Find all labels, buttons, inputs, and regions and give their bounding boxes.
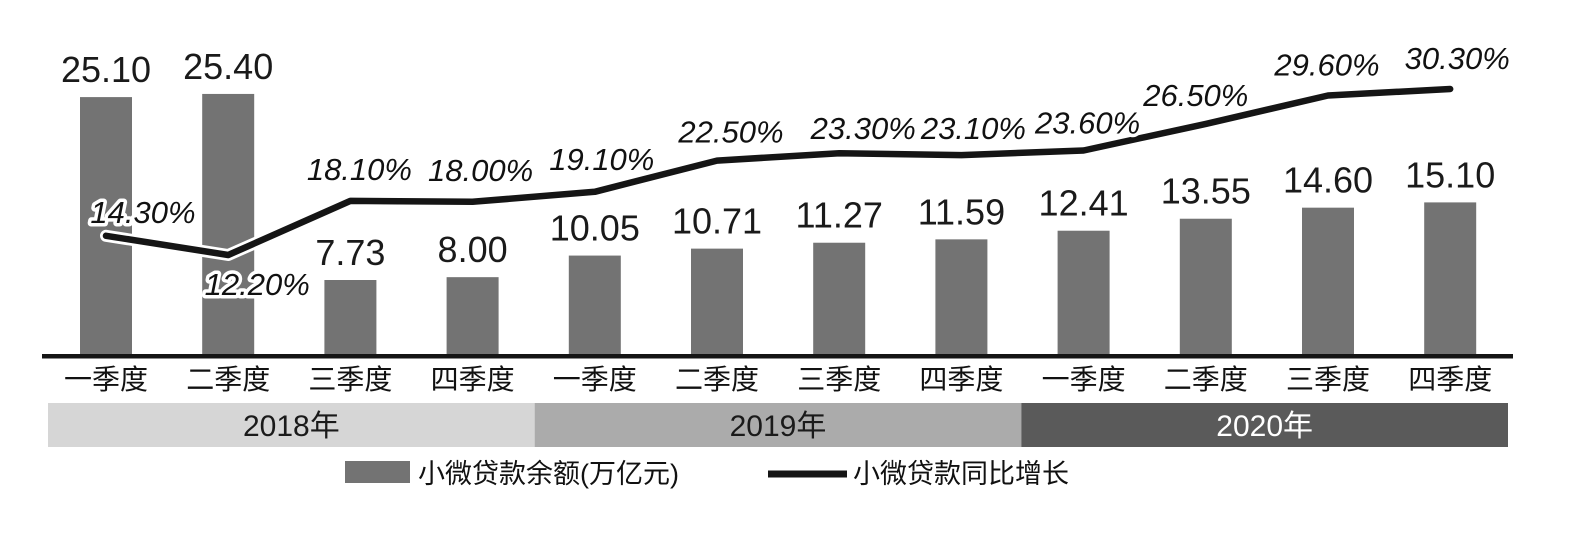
- bar: [324, 280, 377, 355]
- year-band-label: 2019年: [730, 410, 827, 443]
- bar-value-label: 11.59: [918, 191, 1005, 232]
- line-point-label: 23.30%: [810, 111, 916, 146]
- bar-value-label: 11.27: [795, 195, 882, 236]
- line-point-label: 18.10%: [307, 152, 412, 187]
- quarter-label: 四季度: [919, 364, 1003, 395]
- year-band: [534, 403, 1022, 447]
- bar: [80, 97, 132, 356]
- bar-value-label: 10.05: [550, 208, 640, 249]
- line-point-label: 26.50%: [1142, 78, 1248, 113]
- bar-value-label: 7.73: [315, 232, 385, 273]
- bar-value-label: 13.55: [1161, 171, 1251, 212]
- bar: [446, 277, 499, 355]
- bar-value-label: 25.10: [61, 49, 151, 90]
- quarter-labels-group: 一季度 二季度 三季度 四季度 一季度 二季度 三季度 四季度 一季度 二季度 三季度 四季度: [64, 364, 1492, 395]
- year-band-label: 2020年: [1216, 410, 1313, 443]
- bar-value-label: 10.71: [672, 201, 762, 242]
- growth-line-group: [100, 83, 1457, 261]
- line-point-label: 23.10%: [920, 111, 1026, 146]
- legend-bar-label: 小微贷款余额(万亿元): [418, 459, 679, 489]
- quarter-label: 四季度: [1408, 364, 1492, 395]
- legend-line-label: 小微贷款同比增长: [853, 459, 1069, 489]
- line-point-label: 23.60%: [1034, 105, 1140, 140]
- bar: [568, 255, 621, 355]
- bar: [691, 248, 743, 355]
- legend: 小微贷款余额(万亿元) 小微贷款同比增长: [345, 459, 1069, 489]
- bar-value-label: 12.41: [1039, 183, 1129, 224]
- line-point-label: 14.30%: [90, 195, 195, 230]
- x-axis: [42, 354, 1513, 359]
- line-point-label: 29.60%: [1273, 47, 1379, 82]
- line-point-labels-group: 14.30% 12.20% 18.10% 18.00% 19.10% 22.50% 23.3…: [87, 38, 1513, 306]
- quarter-label: 一季度: [553, 364, 637, 395]
- quarter-label: 四季度: [431, 364, 515, 395]
- bar-value-label: 8.00: [438, 229, 508, 270]
- quarter-label: 二季度: [186, 364, 270, 395]
- quarter-label: 二季度: [675, 364, 759, 395]
- line-point-label: 19.10%: [549, 142, 654, 177]
- quarter-label: 一季度: [1042, 364, 1126, 395]
- x-axis-group: [42, 354, 1513, 359]
- bar-value-label: 25.40: [183, 46, 273, 87]
- quarter-label: 三季度: [1286, 364, 1370, 395]
- line-point-label: 30.30%: [1405, 41, 1510, 76]
- year-band: [1021, 403, 1508, 447]
- bar: [202, 93, 255, 356]
- bar-value-label: 14.60: [1283, 160, 1373, 201]
- quarter-label: 三季度: [308, 364, 392, 395]
- bar: [1057, 230, 1110, 355]
- bar: [1302, 207, 1354, 355]
- bar: [1179, 218, 1232, 355]
- line-point-label: 12.20%: [205, 267, 310, 302]
- quarter-label: 二季度: [1164, 364, 1248, 395]
- bar: [813, 242, 866, 355]
- bar: [935, 239, 988, 355]
- growth-line: [102, 85, 1454, 259]
- legend-bar-swatch: [345, 461, 410, 483]
- bars-group: [80, 93, 1477, 356]
- bar-value-labels-group: 25.10 25.40 7.73 8.00 10.05 10.71 11.27 11.59 12…: [61, 46, 1495, 273]
- quarter-label: 三季度: [797, 364, 881, 395]
- line-point-label: 18.00%: [428, 153, 533, 188]
- bar-value-label: 15.10: [1405, 154, 1495, 195]
- year-band-label: 2018年: [243, 410, 340, 443]
- line-point-label: 22.50%: [677, 115, 783, 150]
- quarter-label: 一季度: [64, 364, 148, 395]
- bar: [1424, 202, 1477, 355]
- year-band: [48, 403, 535, 447]
- year-bands-group: 2018年 2019年 2020年: [48, 403, 1508, 447]
